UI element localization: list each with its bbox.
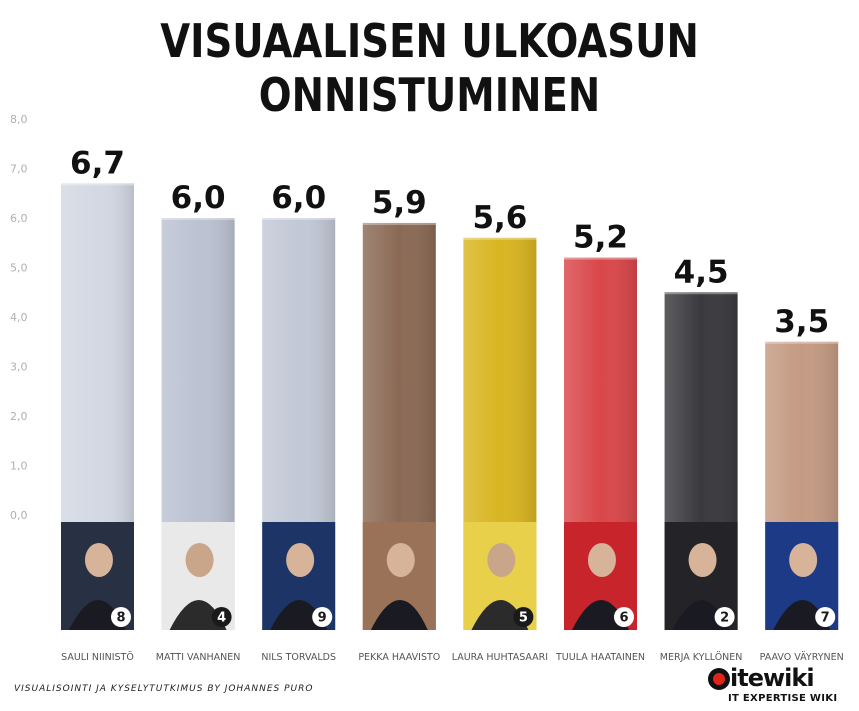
candidate-number: 6 — [619, 611, 628, 626]
candidate-poster: 8 — [61, 522, 134, 630]
candidate-poster: 6 — [564, 522, 637, 630]
data-label: 6,0 — [271, 180, 326, 216]
x-tick-label: LAURA HUHTASAARI — [452, 652, 548, 663]
portrait-body — [672, 600, 730, 630]
portrait-body — [69, 600, 126, 630]
bar-top-edge — [664, 292, 738, 295]
candidate-poster: 2 — [664, 522, 738, 630]
y-tick-label: 5,0 — [10, 262, 28, 275]
x-tick-label: NILS TORVALDS — [261, 652, 336, 663]
portrait-head — [286, 543, 315, 577]
candidate-poster: 4 — [161, 522, 235, 630]
y-tick-label: 1,0 — [10, 460, 28, 473]
logo-icon — [708, 668, 730, 690]
bar-top-edge — [161, 218, 235, 220]
candidate-number-badge — [312, 607, 333, 627]
y-tick-label: 8,0 — [10, 113, 28, 126]
x-tick-label: PEKKA HAAVISTO — [358, 652, 440, 663]
y-tick-label: 4,0 — [10, 311, 28, 324]
candidate-number-badge — [815, 607, 836, 627]
data-label: 6,0 — [171, 180, 226, 216]
candidate-poster: 9 — [262, 522, 336, 630]
x-tick-label: SAULI NIINISTÖ — [61, 652, 134, 663]
candidate-number-badge — [614, 607, 634, 627]
y-tick-label: 2,0 — [10, 410, 28, 423]
portrait-body — [773, 600, 831, 630]
y-tick-label: 0,0 — [10, 509, 28, 522]
portrait-body — [471, 600, 529, 630]
x-tick-label: MERJA KYLLÖNEN — [660, 652, 743, 663]
portrait-head — [185, 543, 214, 577]
logo-brand: itewiki — [730, 664, 815, 692]
data-label: 3,5 — [774, 304, 829, 340]
logo-tagline: IT EXPERTISE WIKI — [728, 693, 838, 704]
portrait-head — [688, 543, 717, 577]
data-label: 5,9 — [372, 185, 427, 221]
candidate-poster — [362, 522, 436, 630]
bar-top-edge — [463, 237, 537, 240]
portrait-head — [487, 543, 516, 577]
bar-top-edge — [564, 257, 637, 260]
portrait-body — [370, 600, 428, 630]
x-tick-label: PAAVO VÄYRYNEN — [760, 652, 844, 663]
itewiki-logo[interactable]: itewiki IT EXPERTISE WIKI — [706, 664, 846, 706]
candidate-number: 7 — [821, 611, 830, 626]
x-tick-label: MATTI VANHANEN — [156, 652, 241, 663]
candidate-number: 9 — [318, 611, 327, 626]
data-label: 5,2 — [573, 220, 628, 256]
portrait-head — [587, 543, 616, 577]
bar-top-edge — [262, 218, 336, 220]
portrait-head — [789, 543, 818, 577]
y-tick-label: 6,0 — [10, 212, 28, 225]
y-tick-label: 7,0 — [10, 163, 28, 176]
candidate-number-badge — [513, 607, 534, 627]
candidate-number-badge — [111, 607, 131, 627]
data-label: 6,7 — [70, 145, 125, 181]
portrait-body — [169, 600, 227, 630]
portrait-head — [84, 543, 113, 577]
chart-title: VISUAALISEN ULKOASUN ONNISTUMINEN — [160, 14, 699, 122]
data-label: 5,6 — [472, 200, 527, 236]
portrait-head — [386, 543, 415, 577]
candidate-poster: 7 — [765, 522, 839, 630]
portrait-body — [270, 600, 328, 630]
candidate-number: 8 — [116, 611, 125, 626]
bar-top-edge — [362, 222, 436, 225]
candidate-number: 2 — [720, 611, 729, 626]
bar-top-edge — [765, 341, 839, 344]
portrait-body — [572, 600, 629, 630]
candidate-number-badge — [714, 607, 735, 627]
y-tick-label: 3,0 — [10, 361, 28, 374]
credit-text: VISUALISOINTI JA KYSELYTUTKIMUS BY JOHAN… — [14, 684, 314, 694]
data-label: 4,5 — [674, 254, 729, 290]
candidate-number: 5 — [519, 611, 528, 626]
candidate-number: 4 — [217, 611, 226, 626]
x-tick-label: TUULA HAATAINEN — [555, 652, 645, 663]
candidate-poster: 5 — [463, 522, 537, 630]
candidate-number-badge — [211, 607, 232, 627]
bar-top-edge — [61, 183, 134, 186]
